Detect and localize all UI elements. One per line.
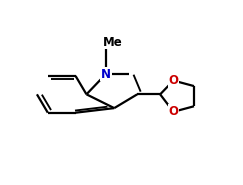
Text: O: O (168, 105, 178, 118)
Text: Me: Me (103, 36, 123, 48)
Text: N: N (101, 68, 111, 81)
Text: O: O (168, 74, 178, 87)
